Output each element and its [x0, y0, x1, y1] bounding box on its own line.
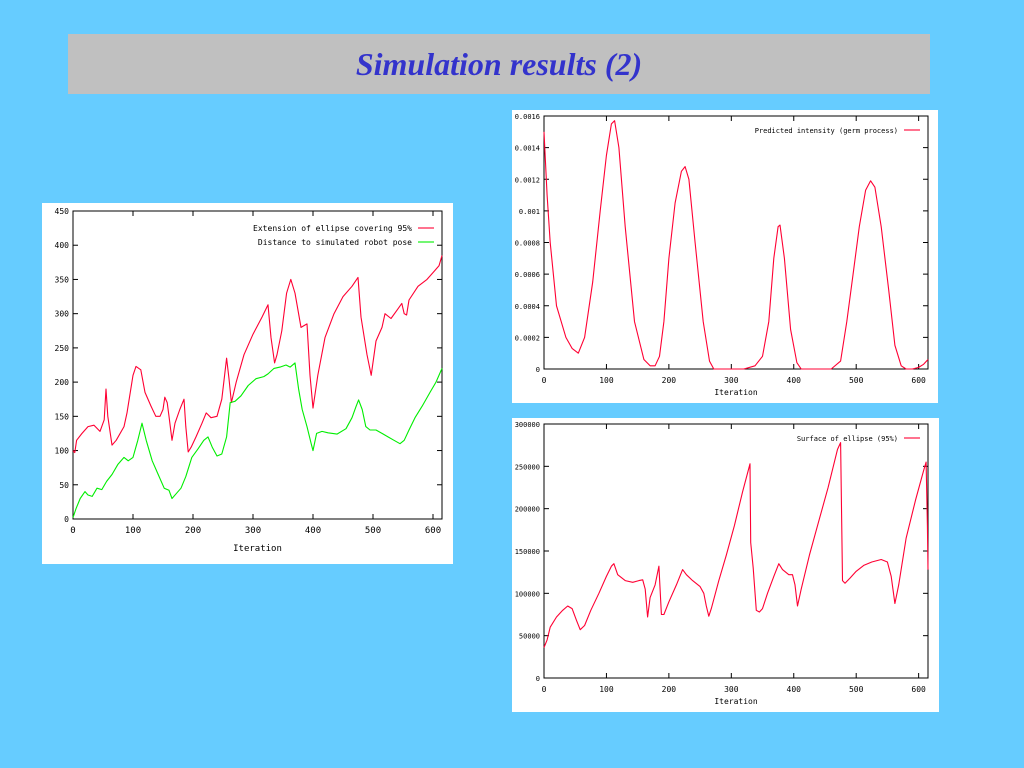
- legend-label: Surface of ellipse (95%): [797, 435, 898, 443]
- x-tick-label: 300: [245, 526, 261, 536]
- y-tick-label: 0.0006: [515, 271, 540, 279]
- x-tick-label: 600: [911, 685, 926, 694]
- x-tick-label: 600: [911, 376, 926, 385]
- y-tick-label: 250000: [515, 463, 540, 471]
- y-tick-label: 100000: [515, 590, 540, 598]
- y-tick-label: 150: [55, 412, 70, 421]
- chart-ellipse-distance: 0 100 200 300 400 500 600 0 50 100 150 200 250 300 350…: [55, 207, 443, 554]
- series-line: [543, 442, 929, 648]
- x-tick-label: 200: [662, 376, 677, 385]
- x-tick-label: 500: [849, 376, 864, 385]
- slide-title-bar: Simulation results (2): [68, 34, 930, 94]
- y-tick-label: 50000: [519, 633, 540, 641]
- x-axis-label: Iteration: [233, 544, 282, 554]
- chart-panel-predicted-intensity: 0 100 200 300 400 500 600 0 0.0002 0.0004 0.0006 0.…: [512, 110, 938, 403]
- y-tick-label: 0.0008: [515, 240, 540, 248]
- y-tick-label: 300: [55, 310, 70, 319]
- y-tick-label: 0.0004: [515, 303, 540, 311]
- x-tick-label: 100: [599, 376, 614, 385]
- y-tick-label: 350: [55, 275, 70, 284]
- series-line: [72, 362, 443, 518]
- y-tick-label: 50: [59, 481, 69, 490]
- series-line: [72, 255, 443, 454]
- plot-frame: [72, 210, 443, 520]
- x-tick-label: 500: [849, 685, 864, 694]
- x-axis-label: Iteration: [714, 697, 758, 706]
- y-tick-label: 150000: [515, 548, 540, 556]
- y-tick-label: 400: [55, 241, 70, 250]
- y-tick-label: 0.0016: [515, 113, 540, 121]
- legend-label: Predicted intensity (germ process): [755, 127, 898, 135]
- x-tick-label: 0: [542, 376, 547, 385]
- legend-label: Distance to simulated robot pose: [258, 238, 412, 247]
- series-line: [543, 120, 929, 370]
- x-tick-label: 400: [305, 526, 321, 536]
- x-tick-label: 400: [787, 376, 802, 385]
- legend-label: Extension of ellipse covering 95%: [253, 224, 412, 233]
- y-tick-label: 250: [55, 344, 70, 353]
- x-tick-label: 200: [185, 526, 201, 536]
- y-tick-label: 0: [64, 515, 69, 524]
- y-tick-label: 0.001: [519, 208, 540, 216]
- x-tick-label: 500: [365, 526, 381, 536]
- y-tick-label: 450: [55, 207, 70, 216]
- x-tick-label: 0: [542, 685, 547, 694]
- y-tick-label: 100: [55, 447, 70, 456]
- y-tick-label: 0.0002: [515, 334, 540, 342]
- slide-title: Simulation results (2): [355, 45, 643, 82]
- y-tick-label: 0.0012: [515, 176, 540, 184]
- x-tick-label: 100: [599, 685, 614, 694]
- chart-ellipse-surface: 0 100 200 300 400 500 600 0 50000 100000 150000 200…: [515, 421, 929, 706]
- y-tick-label: 0: [536, 366, 540, 374]
- chart-panel-ellipse-surface: 0 100 200 300 400 500 600 0 50000 100000 150000 200…: [512, 418, 939, 712]
- chart-panel-ellipse-distance: 0 100 200 300 400 500 600 0 50 100 150 200 250 300 350…: [42, 203, 453, 564]
- x-axis-label: Iteration: [714, 388, 758, 397]
- y-tick-label: 200: [55, 378, 70, 387]
- y-tick-label: 0: [536, 675, 540, 683]
- y-tick-label: 300000: [515, 421, 540, 429]
- y-tick-label: 200000: [515, 506, 540, 514]
- x-tick-label: 600: [425, 526, 441, 536]
- x-tick-label: 200: [662, 685, 677, 694]
- x-tick-label: 100: [125, 526, 141, 536]
- x-tick-label: 0: [70, 526, 75, 536]
- x-tick-label: 300: [724, 685, 739, 694]
- x-tick-label: 300: [724, 376, 739, 385]
- chart-predicted-intensity: 0 100 200 300 400 500 600 0 0.0002 0.0004 0.0006 0.…: [515, 113, 929, 397]
- plot-frame: [543, 423, 929, 679]
- y-tick-label: 0.0014: [515, 145, 540, 153]
- plot-frame: [543, 115, 929, 370]
- x-tick-label: 400: [787, 685, 802, 694]
